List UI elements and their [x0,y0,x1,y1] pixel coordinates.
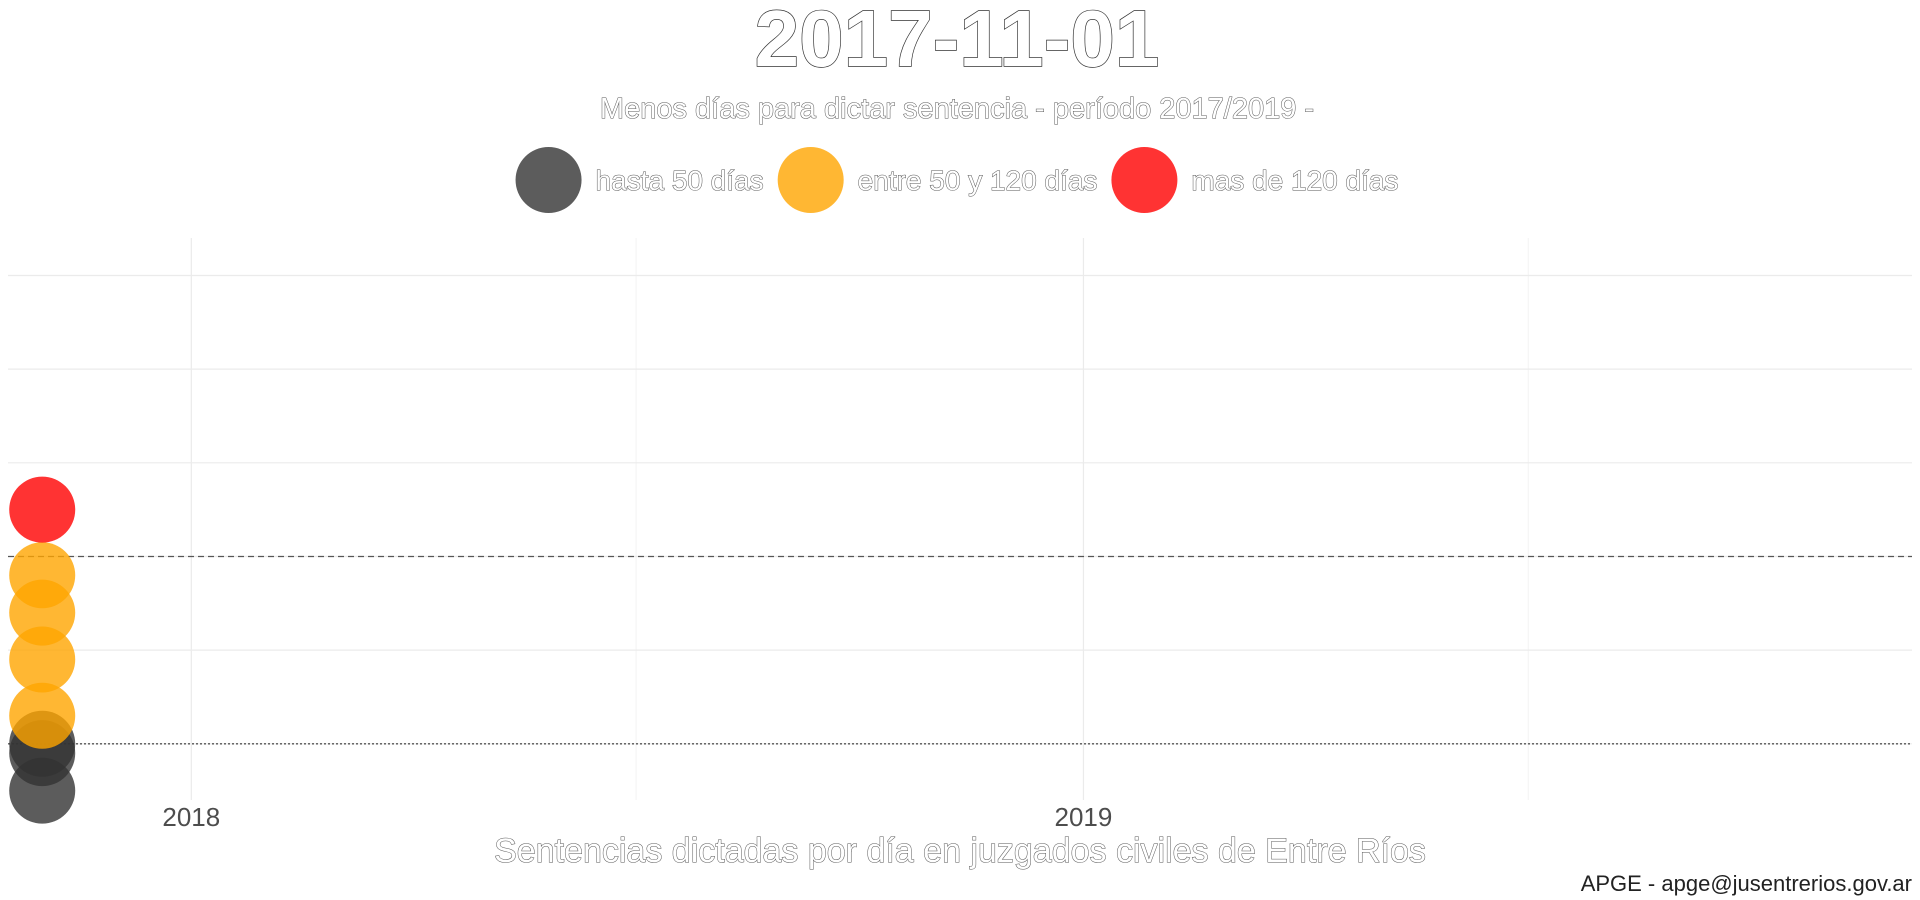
caption: APGE - apge@jusentrerios.gov.ar [1581,871,1912,896]
reference-lines [8,555,1912,745]
legend-label-0: hasta 50 días [596,165,764,196]
legend-label-2: mas de 120 días [1191,165,1398,196]
grid [8,238,1912,800]
x-tick-label-0: 2018 [162,802,220,832]
x-axis-label: Sentencias dictadas por día en juzgados … [494,832,1426,870]
data-point-s1-1 [9,626,76,693]
data-point-s1-3 [9,542,76,609]
chart-subtitle: Menos días para dictar sentencia - perío… [600,93,1314,125]
data-point-s1-0 [9,682,76,749]
data-points [9,476,76,824]
legend: hasta 50 días entre 50 y 120 días mas de 1… [515,147,1399,213]
chart-title: 2017-11-01 [755,0,1160,83]
legend-label-1: entre 50 y 120 días [858,165,1098,196]
x-axis-ticks: 2018 2019 [162,802,1112,832]
legend-key-0 [515,147,582,213]
legend-key-1 [777,147,844,213]
x-tick-label-1: 2019 [1055,802,1113,832]
legend-key-2 [1111,147,1178,213]
data-point-s2-0 [9,476,76,543]
